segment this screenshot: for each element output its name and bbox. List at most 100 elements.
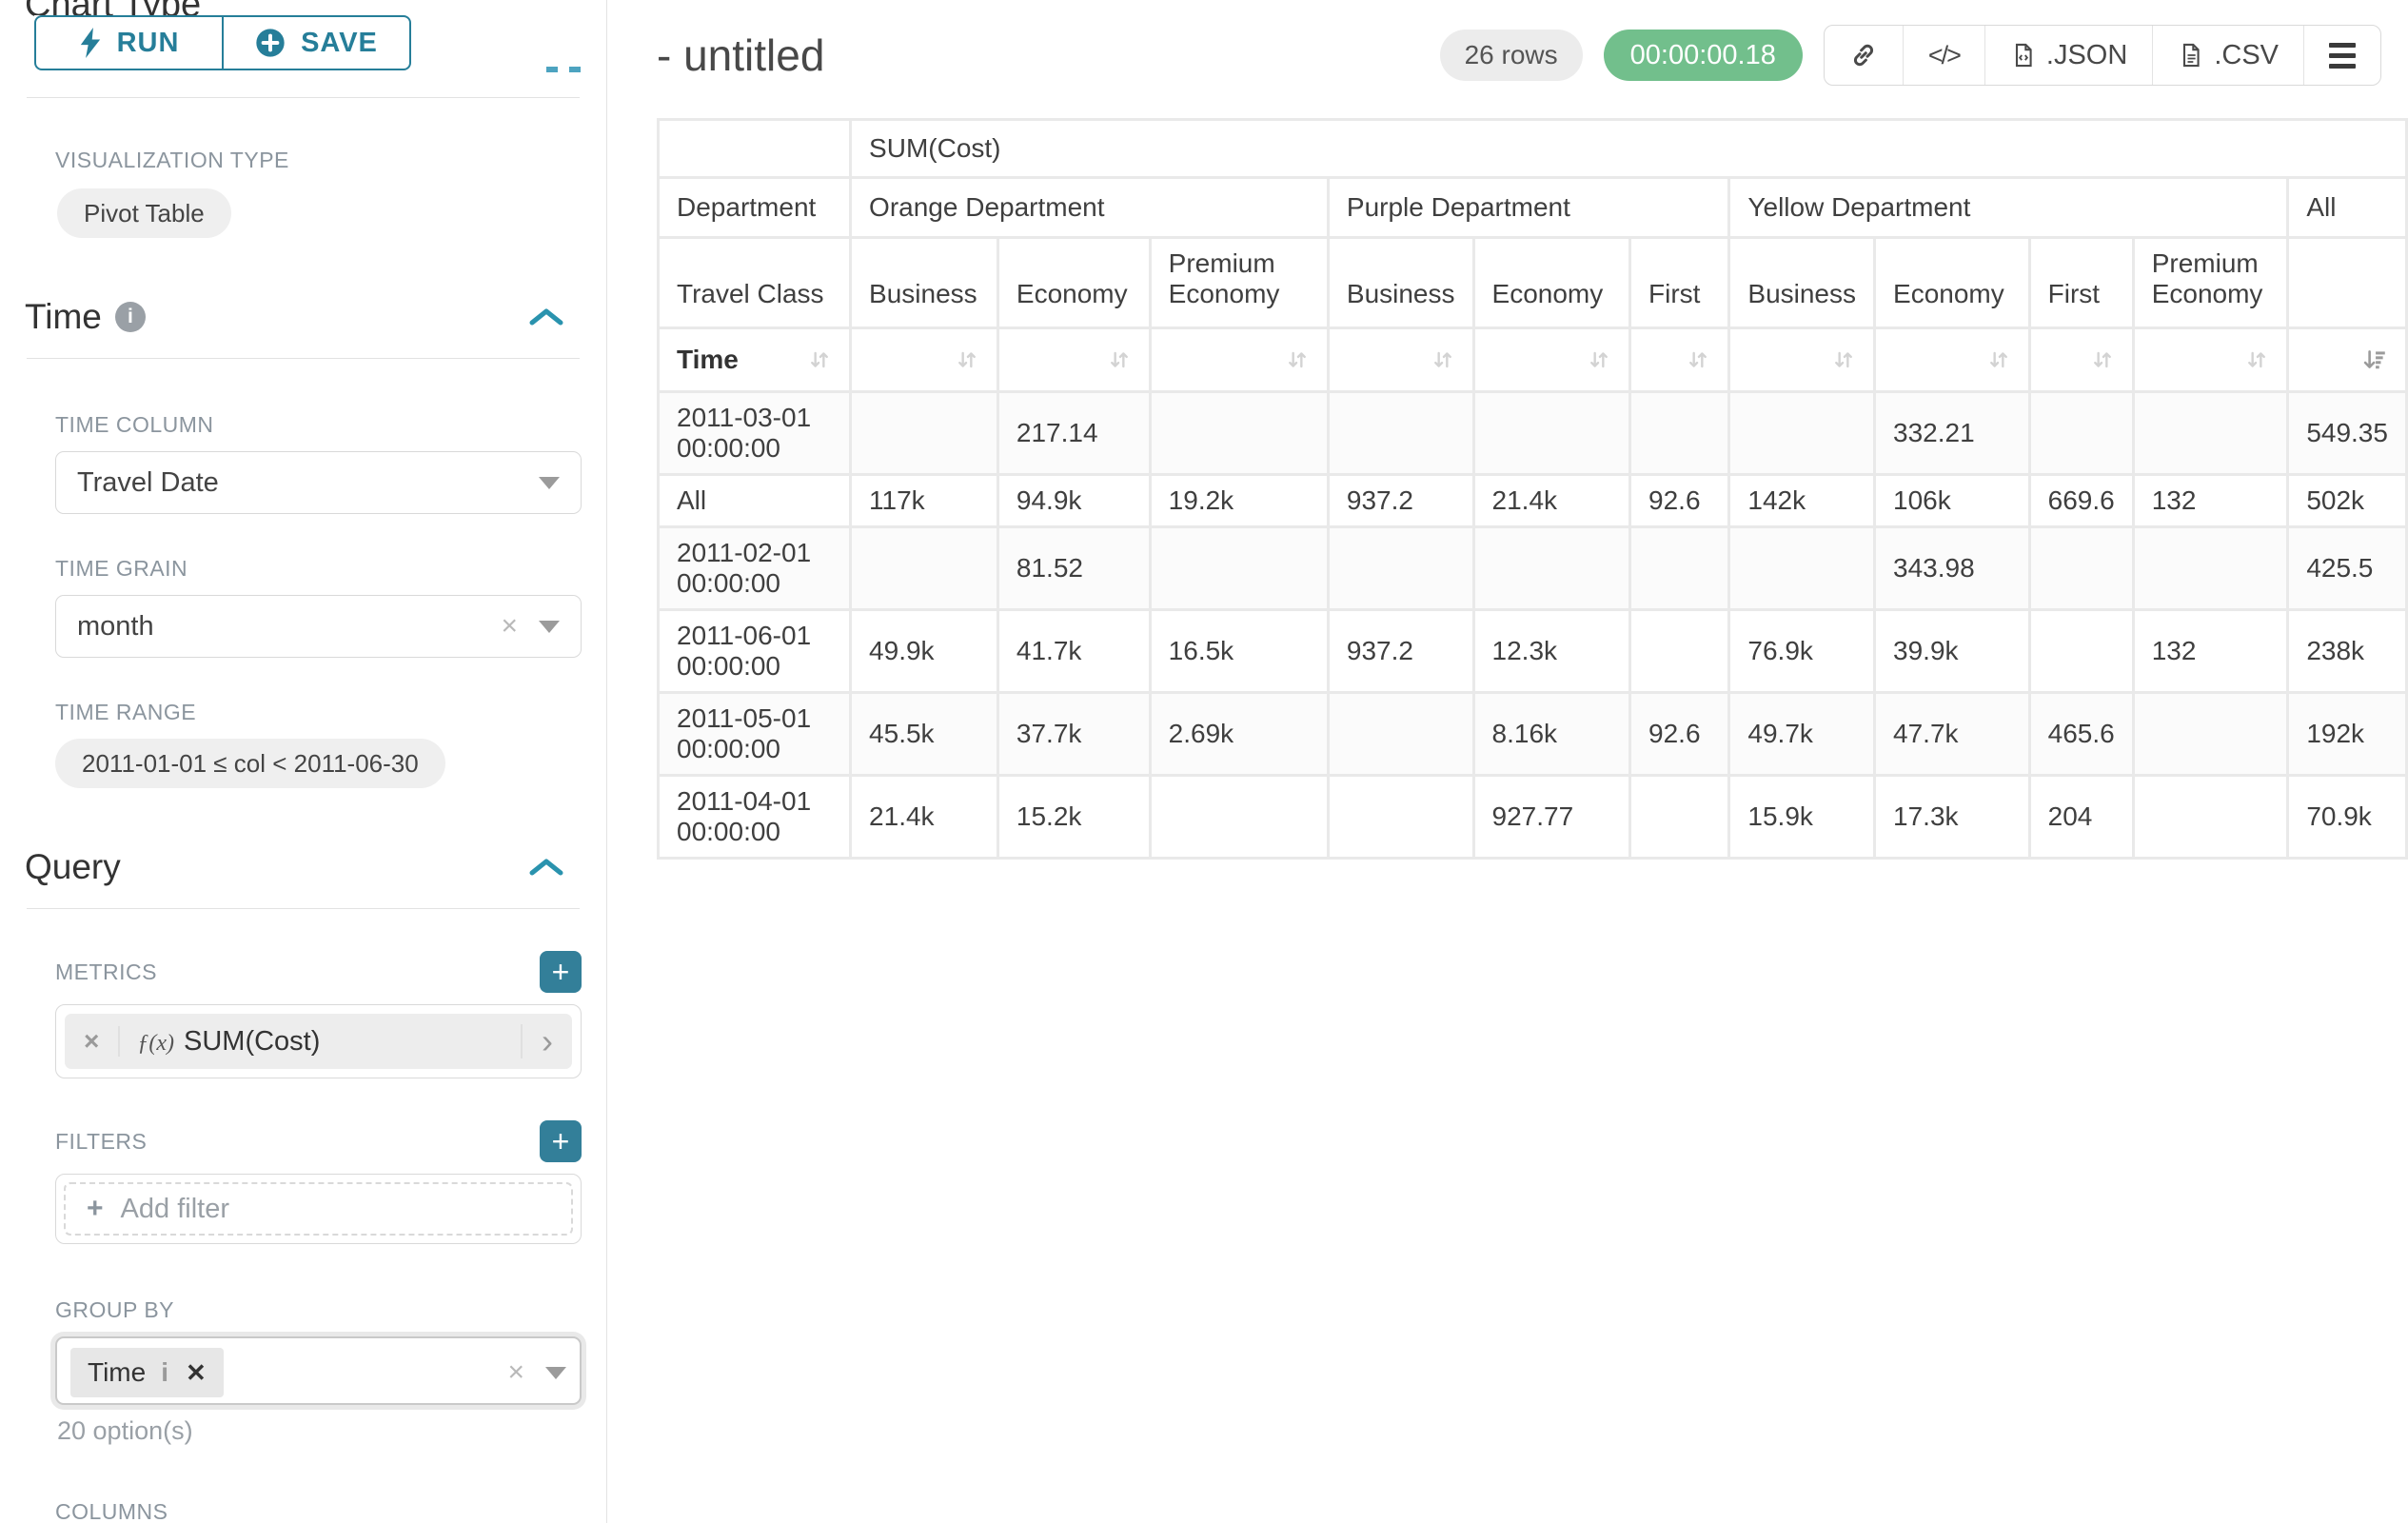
pivot-cell: 927.77 xyxy=(1475,777,1629,857)
pivot-travel-class-corner: Travel Class xyxy=(660,239,849,326)
dimension-tag[interactable]: Timei✕ xyxy=(70,1348,224,1397)
pivot-cell xyxy=(1631,393,1727,473)
group-by-select[interactable]: Timei✕ × xyxy=(55,1336,582,1405)
plus-icon: + xyxy=(87,1193,104,1225)
pivot-sort-header[interactable] xyxy=(1730,329,1873,390)
sort-icon[interactable] xyxy=(1587,347,1611,372)
sort-icon[interactable] xyxy=(2090,347,2115,372)
metric-item[interactable]: × ƒ(x)SUM(Cost) › xyxy=(65,1014,572,1069)
sort-icon[interactable] xyxy=(955,347,979,372)
export-csv-button[interactable]: .CSV xyxy=(2152,26,2303,85)
sort-desc-icon[interactable] xyxy=(2361,347,2388,372)
row-count-badge: 26 rows xyxy=(1440,30,1583,81)
pivot-cell: 21.4k xyxy=(1475,476,1629,525)
pivot-row-header: 2011-06-01 00:00:00 xyxy=(660,611,849,691)
pivot-sort-header[interactable] xyxy=(2289,329,2405,390)
json-file-icon xyxy=(2010,42,2037,69)
pivot-time-sort-header[interactable]: Time xyxy=(660,329,849,390)
caret-down-icon[interactable] xyxy=(539,477,560,489)
viz-type-pill[interactable]: Pivot Table xyxy=(57,188,231,238)
pivot-sort-header[interactable] xyxy=(999,329,1149,390)
pivot-cell: 549.35 xyxy=(2289,393,2405,473)
embed-code-button[interactable]: </> xyxy=(1903,26,1984,85)
save-button-label: SAVE xyxy=(301,28,378,59)
sort-icon[interactable] xyxy=(807,347,832,372)
export-json-button[interactable]: .JSON xyxy=(1984,26,2152,85)
pivot-travel-class-header: Business xyxy=(1330,239,1472,326)
pivot-cell xyxy=(1730,528,1873,608)
clear-icon[interactable]: × xyxy=(487,610,531,643)
time-grain-value: month xyxy=(77,611,487,643)
pivot-sort-header[interactable] xyxy=(2135,329,2287,390)
sort-icon[interactable] xyxy=(2244,347,2269,372)
time-range-pill[interactable]: 2011-01-01 ≤ col < 2011-06-30 xyxy=(55,739,445,788)
pivot-cell xyxy=(1631,611,1727,691)
pivot-sort-header[interactable] xyxy=(1876,329,2028,390)
add-filter-plus-button[interactable]: + xyxy=(540,1120,582,1162)
pivot-sort-header[interactable] xyxy=(852,329,997,390)
add-metric-button[interactable]: + xyxy=(540,951,582,993)
pivot-cell: 238k xyxy=(2289,611,2405,691)
pivot-sort-header[interactable] xyxy=(1631,329,1727,390)
pivot-cell: 81.52 xyxy=(999,528,1149,608)
run-button[interactable]: RUN xyxy=(34,15,223,70)
caret-down-icon[interactable] xyxy=(545,1367,566,1379)
sort-icon[interactable] xyxy=(1686,347,1710,372)
sort-icon[interactable] xyxy=(1986,347,2011,372)
run-save-toolbar: RUN SAVE xyxy=(34,15,411,70)
time-grain-select[interactable]: month × xyxy=(55,595,582,658)
query-section-header: Query xyxy=(25,847,564,887)
pivot-cell xyxy=(1330,393,1472,473)
pivot-cell: 937.2 xyxy=(1330,476,1472,525)
link-icon xyxy=(1849,41,1878,69)
sort-icon[interactable] xyxy=(1107,347,1132,372)
pivot-cell xyxy=(1330,777,1472,857)
caret-down-icon[interactable] xyxy=(539,621,560,633)
time-column-select[interactable]: Travel Date xyxy=(55,451,582,514)
remove-tag-icon[interactable]: ✕ xyxy=(186,1358,207,1388)
chevron-up-icon[interactable] xyxy=(528,307,564,327)
pivot-cell: 669.6 xyxy=(2031,476,2132,525)
pivot-sort-header[interactable] xyxy=(1152,329,1327,390)
pivot-cell: 41.7k xyxy=(999,611,1149,691)
clear-icon[interactable]: × xyxy=(494,1356,538,1389)
pivot-cell xyxy=(1330,528,1472,608)
pivot-cell: 132 xyxy=(2135,611,2287,691)
pivot-cell: 217.14 xyxy=(999,393,1149,473)
pivot-cell: 106k xyxy=(1876,476,2028,525)
csv-file-icon xyxy=(2178,42,2204,69)
add-filter-button[interactable]: + Add filter xyxy=(64,1182,573,1236)
sort-icon[interactable] xyxy=(1285,347,1310,372)
menu-button[interactable] xyxy=(2303,26,2380,85)
pivot-row: 2011-03-01 00:00:00217.14332.21549.35 xyxy=(660,393,2405,473)
chart-title[interactable]: - untitled xyxy=(657,30,824,81)
sort-icon[interactable] xyxy=(1431,347,1455,372)
pivot-travel-class-header: Economy xyxy=(1876,239,2028,326)
chevron-right-icon[interactable]: › xyxy=(521,1024,572,1058)
plus-circle-icon xyxy=(255,28,286,58)
pivot-cell: 19.2k xyxy=(1152,476,1327,525)
pivot-sort-header[interactable] xyxy=(2031,329,2132,390)
pivot-department-corner: Department xyxy=(660,179,849,236)
remove-metric-icon[interactable]: × xyxy=(65,1026,120,1057)
pivot-cell: 204 xyxy=(2031,777,2132,857)
pivot-cell xyxy=(852,528,997,608)
group-by-label: GROUP BY xyxy=(55,1297,606,1323)
viz-type-label: VISUALIZATION TYPE xyxy=(55,148,606,173)
pivot-cell: 343.98 xyxy=(1876,528,2028,608)
chart-type-collapse-icon[interactable] xyxy=(546,67,581,72)
chevron-up-icon[interactable] xyxy=(528,857,564,878)
pivot-cell: 76.9k xyxy=(1730,611,1873,691)
time-section-title: Time xyxy=(25,297,102,337)
pivot-table: SUM(Cost)DepartmentOrange DepartmentPurp… xyxy=(657,118,2408,860)
time-range-label: TIME RANGE xyxy=(55,700,606,725)
chart-actions-group: </> .JSON .CSV xyxy=(1824,25,2381,86)
pivot-sort-header[interactable] xyxy=(1475,329,1629,390)
sort-icon[interactable] xyxy=(1831,347,1856,372)
share-link-button[interactable] xyxy=(1825,26,1903,85)
time-section-header: Time i xyxy=(25,297,564,337)
pivot-sort-header[interactable] xyxy=(1330,329,1472,390)
save-button[interactable]: SAVE xyxy=(223,15,411,70)
pivot-cell: 47.7k xyxy=(1876,694,2028,774)
pivot-cell xyxy=(852,393,997,473)
